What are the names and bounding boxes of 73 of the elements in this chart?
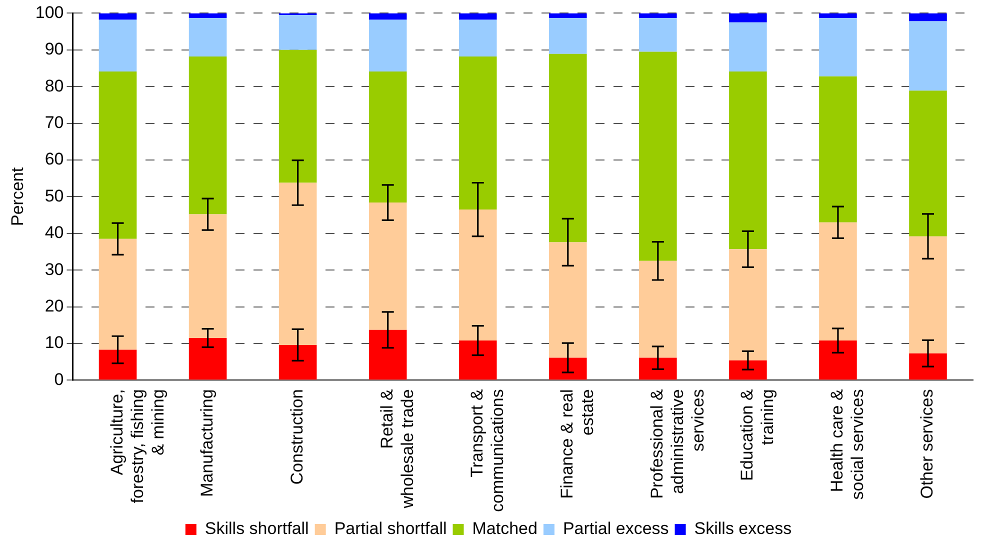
bar [548, 18, 587, 54]
y-tick-label: 70 [44, 112, 64, 132]
bar [368, 72, 407, 203]
x-tick-label: Professional & administrative services [648, 388, 708, 499]
bar [729, 72, 767, 250]
bar [819, 340, 857, 380]
bar [368, 13, 407, 20]
x-tick-label: Construction [288, 389, 307, 485]
y-tick-label: 30 [44, 260, 64, 279]
legend-label: Matched [472, 519, 538, 538]
bar [639, 358, 677, 380]
bar [729, 360, 767, 380]
bar [278, 50, 317, 183]
legend-label: Partial shortfall [334, 519, 447, 538]
y-axis-title: Percent [8, 167, 27, 226]
bar [548, 358, 587, 380]
bar [819, 222, 857, 341]
bar [368, 20, 407, 72]
bar [639, 52, 677, 261]
bar [368, 330, 407, 380]
bar [548, 54, 587, 242]
bar [278, 344, 317, 380]
bar [368, 202, 407, 330]
bar [188, 18, 227, 57]
bar [458, 56, 497, 210]
y-tick-label: 50 [44, 186, 64, 206]
y-tick-label: 60 [44, 150, 64, 169]
bar [278, 182, 317, 345]
bar [458, 210, 497, 341]
bar [909, 13, 947, 22]
bar [188, 13, 227, 18]
y-tick-label: 0 [54, 370, 64, 389]
x-tick-label: Other services [918, 389, 937, 499]
x-tick-label: Manufacturing [197, 389, 216, 497]
y-tick-label: 40 [44, 223, 64, 242]
bar [639, 18, 677, 52]
bar [98, 72, 137, 239]
bar [188, 56, 227, 214]
bar [819, 13, 857, 18]
bar [909, 90, 947, 236]
bar [819, 76, 857, 222]
bar [188, 338, 227, 380]
legend-label: Partial excess [562, 519, 669, 538]
legend-label: Skills excess [694, 519, 792, 538]
y-tick-label: 20 [44, 296, 64, 316]
bar [729, 249, 767, 360]
x-tick-label: Agriculture, forestry, fishing & mining [107, 389, 168, 504]
bar [729, 13, 767, 22]
bar [278, 15, 317, 50]
bar [98, 13, 137, 20]
bar [458, 13, 497, 20]
bar [729, 22, 767, 72]
bar [98, 238, 137, 350]
bar [819, 18, 857, 76]
y-tick-label: 90 [44, 40, 64, 59]
bar [909, 21, 947, 91]
bar [548, 242, 587, 358]
x-tick-label: Finance & real estate [558, 389, 597, 499]
bar [548, 13, 587, 18]
bar [98, 350, 137, 380]
bar [639, 260, 677, 358]
y-tick-label: 10 [44, 333, 64, 352]
bar [639, 13, 677, 18]
y-tick-label: 80 [44, 76, 64, 96]
bar [909, 236, 947, 354]
y-tick-label: 100 [35, 2, 64, 22]
bar [458, 20, 497, 57]
legend-label: Skills shortfall [204, 519, 309, 538]
bar [458, 340, 497, 380]
bar [909, 353, 947, 380]
x-tick-label: Retail & wholesale trade [378, 388, 417, 510]
bar [98, 20, 137, 72]
bar [188, 214, 227, 338]
